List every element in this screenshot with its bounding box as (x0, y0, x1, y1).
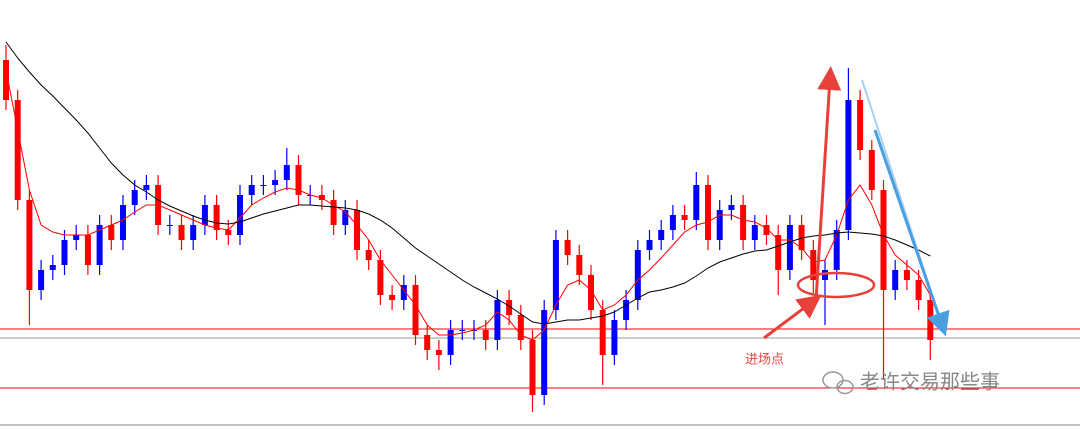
candle-body (927, 300, 934, 340)
candle-body (166, 225, 173, 226)
candle-body (669, 215, 676, 230)
candle-body (634, 250, 641, 300)
candle-body (517, 315, 524, 340)
entry-ellipse (796, 271, 876, 299)
candle-body (892, 270, 899, 290)
candle-body (868, 150, 875, 190)
candle-body (3, 60, 9, 100)
plot-area (0, 41, 1080, 412)
candle-body (903, 270, 910, 280)
candle-body (365, 250, 372, 260)
candle-body (213, 205, 220, 230)
candle-body (120, 205, 126, 240)
candle-body (389, 295, 396, 300)
candle-body (459, 330, 466, 331)
candle-body (623, 300, 630, 320)
candle-body (494, 300, 501, 340)
candle-body (354, 210, 360, 250)
candle-body (611, 320, 618, 355)
candle-body (506, 300, 513, 315)
candle-body (201, 205, 208, 225)
candle-body (248, 185, 255, 195)
candle-body (131, 190, 138, 205)
candle-body (178, 225, 185, 240)
up-arrow (814, 66, 842, 301)
moving-average (5, 41, 931, 325)
candle-body (658, 230, 665, 240)
candle-body (552, 240, 559, 310)
annotations: 进场点 老许交易那些事 (745, 66, 1000, 395)
candle-body (681, 215, 688, 220)
candle-body (108, 225, 115, 240)
candle-body (693, 185, 700, 220)
candle-body (400, 285, 407, 300)
candle-body (49, 265, 56, 270)
candle-body (447, 330, 454, 355)
candle-body (822, 270, 828, 280)
candle-body (646, 240, 653, 250)
candle-body (14, 100, 21, 200)
candle-body (763, 225, 770, 235)
candle-body (588, 275, 594, 310)
candle-body (295, 165, 302, 195)
candle-body (342, 210, 349, 225)
candle-body (915, 280, 922, 300)
candle-body (38, 270, 45, 290)
candle-body (716, 210, 723, 240)
candle-body (857, 100, 864, 150)
candle-body (775, 235, 782, 270)
candle-body (740, 205, 747, 240)
candle-body (237, 195, 243, 235)
moving-average (5, 69, 931, 341)
candle-body (412, 285, 419, 335)
candle-body (482, 330, 489, 340)
candle-body (377, 260, 384, 295)
watermark: 老许交易那些事 (860, 370, 1000, 394)
candle-body (880, 190, 887, 290)
entry-label: 进场点 (745, 353, 784, 368)
candle-body (576, 255, 583, 275)
candle-body (73, 235, 80, 240)
candle-body (84, 235, 91, 265)
candle-body (143, 185, 150, 190)
down-arrow (873, 129, 950, 337)
candle-body (272, 180, 279, 185)
candle-body (728, 205, 735, 210)
candle-body (260, 185, 267, 186)
candle-body (529, 340, 536, 395)
candle-body (61, 240, 68, 265)
candle-body (435, 350, 442, 355)
candle-body (564, 240, 571, 255)
candle-body (833, 230, 840, 270)
candle-body (845, 100, 852, 230)
candle-body (810, 250, 817, 280)
candle-body (225, 230, 232, 235)
candle-body (541, 310, 548, 395)
candle-body (751, 225, 758, 240)
candle-body (705, 185, 711, 240)
candle-body (96, 225, 103, 265)
candle-body (599, 310, 606, 355)
entry-arrow (763, 294, 822, 340)
candle-body (330, 200, 337, 225)
candle-body (190, 225, 197, 240)
candle-body (424, 335, 431, 350)
candle-body (26, 200, 33, 290)
wechat-icon (822, 371, 854, 395)
candle-body (786, 225, 793, 270)
candle-body (283, 165, 290, 180)
